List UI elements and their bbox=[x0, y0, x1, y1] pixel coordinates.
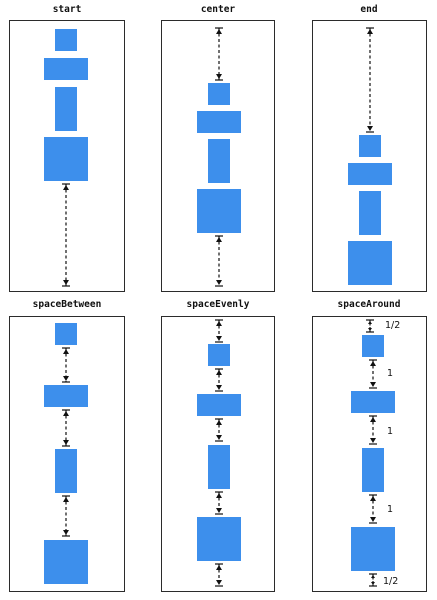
double-arrow-icon bbox=[59, 495, 73, 537]
panel-center bbox=[161, 20, 275, 292]
panel-title-center: center bbox=[200, 4, 236, 15]
box-1 bbox=[208, 344, 230, 366]
double-arrow-icon bbox=[366, 359, 380, 389]
box-2 bbox=[197, 394, 241, 416]
box-4 bbox=[348, 241, 392, 285]
box-2 bbox=[44, 58, 88, 80]
gap-label: 1 bbox=[387, 504, 394, 515]
panel-space-around: 1/2 1 1 1 1/2 bbox=[312, 316, 427, 592]
box-4 bbox=[197, 189, 241, 233]
box-4 bbox=[44, 540, 88, 584]
panel-title-end: end bbox=[360, 4, 378, 15]
box-1 bbox=[55, 323, 77, 345]
box-2 bbox=[348, 163, 392, 185]
box-4 bbox=[351, 527, 395, 571]
panel-title-spaceEvenly: spaceEvenly bbox=[186, 299, 250, 310]
double-arrow-icon bbox=[366, 494, 380, 524]
double-arrow-icon bbox=[212, 319, 226, 343]
box-1 bbox=[208, 83, 230, 105]
double-arrow-icon bbox=[59, 409, 73, 447]
double-arrow-icon bbox=[59, 183, 73, 287]
double-arrow-icon bbox=[212, 491, 226, 515]
panel-space-evenly bbox=[161, 316, 275, 592]
panel-end bbox=[312, 20, 427, 292]
double-arrow-icon bbox=[366, 573, 380, 587]
double-arrow-icon bbox=[363, 27, 377, 133]
box-4 bbox=[197, 517, 241, 561]
box-3 bbox=[55, 87, 77, 131]
gap-label: 1/2 bbox=[385, 320, 401, 331]
gap-label: 1/2 bbox=[383, 576, 399, 587]
double-arrow-icon bbox=[59, 347, 73, 383]
box-2 bbox=[351, 391, 395, 413]
double-arrow-icon bbox=[212, 418, 226, 442]
gap-label: 1 bbox=[387, 368, 394, 379]
double-arrow-icon bbox=[212, 235, 226, 287]
panel-start bbox=[9, 20, 125, 292]
double-arrow-icon bbox=[212, 27, 226, 81]
box-3 bbox=[359, 191, 381, 235]
box-1 bbox=[359, 135, 381, 157]
double-arrow-icon bbox=[366, 415, 380, 445]
double-arrow-icon bbox=[363, 319, 377, 333]
box-3 bbox=[362, 448, 384, 492]
box-3 bbox=[55, 449, 77, 493]
box-2 bbox=[197, 111, 241, 133]
box-3 bbox=[208, 445, 230, 489]
box-1 bbox=[55, 29, 77, 51]
gap-label: 1 bbox=[387, 426, 394, 437]
panel-space-between bbox=[9, 316, 125, 592]
box-2 bbox=[44, 385, 88, 407]
double-arrow-icon bbox=[212, 563, 226, 587]
panel-title-spaceAround: spaceAround bbox=[337, 299, 401, 310]
double-arrow-icon bbox=[212, 368, 226, 392]
panel-title-start: start bbox=[52, 4, 82, 15]
box-1 bbox=[362, 335, 384, 357]
box-4 bbox=[44, 137, 88, 181]
box-3 bbox=[208, 139, 230, 183]
panel-title-spaceBetween: spaceBetween bbox=[32, 299, 102, 310]
